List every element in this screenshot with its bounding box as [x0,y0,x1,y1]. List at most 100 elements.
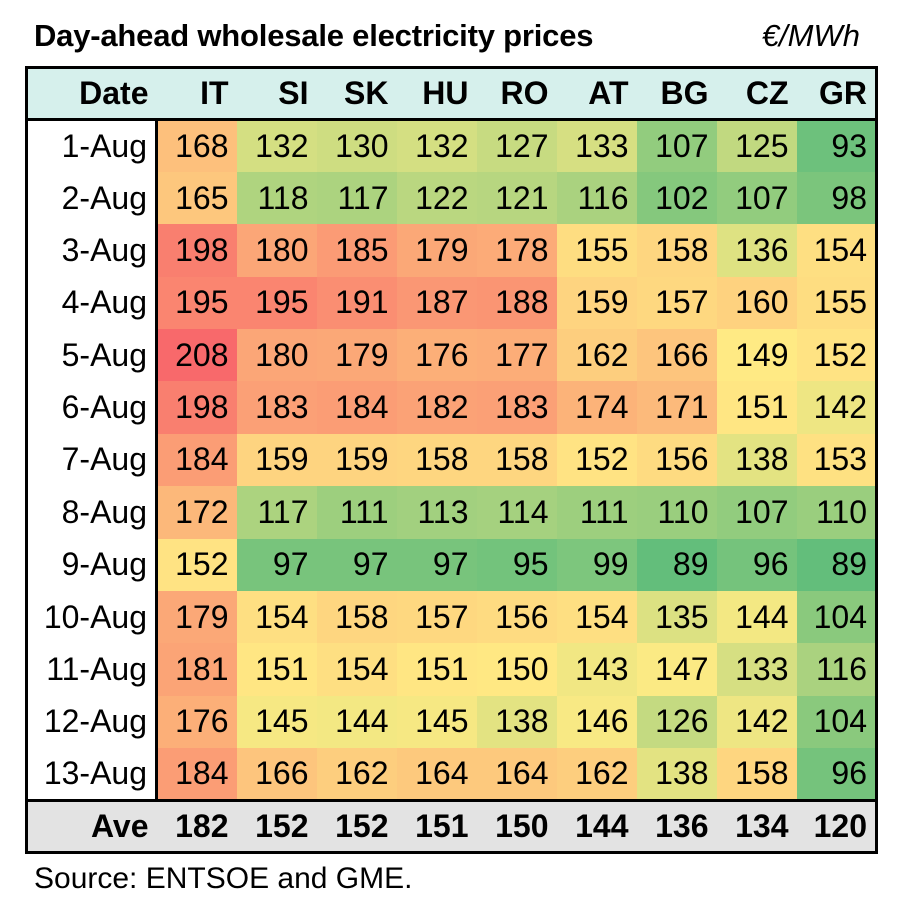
heat-cell: 179 [316,329,397,382]
header-country-bg: BG [636,67,717,121]
row-date: 8-Aug [26,486,158,539]
heat-cell: 110 [636,486,717,539]
heat-cell: 135 [636,590,717,644]
heat-cell: 138 [636,748,717,801]
table-row: 5-Aug 208 180 179 176 177 162 166 149 152 [26,329,877,382]
heat-cell: 102 [636,171,717,225]
price-heatmap-table: Date IT SI SK HU RO AT BG CZ GR 1-Aug 168 132 130 132… [25,66,878,854]
heat-cell: 145 [236,695,317,748]
heat-cell: 98 [796,171,877,225]
heat-cell: 116 [796,643,877,696]
heat-cell: 151 [716,381,797,434]
heat-cell: 166 [236,748,317,801]
heat-cell: 184 [156,433,237,487]
heat-cell: 114 [476,486,557,539]
heat-cell: 150 [476,643,557,696]
table-row: 2-Aug 165 118 117 122 121 116 102 107 98 [26,171,877,225]
header-country-si: SI [236,67,317,121]
chart-title: Day-ahead wholesale electricity prices [34,18,594,53]
heat-cell: 168 [156,119,237,172]
heat-cell: 158 [636,224,717,277]
heat-cell: 158 [316,590,397,644]
heat-cell: 154 [236,590,317,644]
heat-cell: 143 [556,643,637,696]
heat-cell: 146 [556,695,637,748]
heat-cell: 138 [476,695,557,748]
heat-cell: 127 [476,119,557,172]
heat-cell: 145 [396,695,477,748]
heat-cell: 198 [156,224,237,277]
table-row: 4-Aug 195 195 191 187 188 159 157 160 155 [26,276,877,329]
heat-cell: 122 [396,171,477,225]
heat-cell: 104 [796,590,877,644]
average-cell: 144 [556,799,637,853]
heat-cell: 178 [476,224,557,277]
row-date: 2-Aug [26,171,158,225]
table-row: 13-Aug 184 166 162 164 164 162 138 158 96 [26,748,877,801]
average-cell: 150 [476,799,557,853]
heat-cell: 155 [556,224,637,277]
heat-cell: 95 [476,538,557,591]
average-cell: 152 [316,799,397,853]
table-row: 7-Aug 184 159 159 158 158 152 156 138 153 [26,433,877,487]
heat-cell: 152 [796,329,877,382]
heat-cell: 183 [236,381,317,434]
average-cell: 152 [236,799,317,853]
heat-cell: 195 [156,276,237,329]
row-date: 10-Aug [26,590,158,644]
heat-cell: 130 [316,119,397,172]
heat-cell: 179 [156,590,237,644]
heat-cell: 164 [476,748,557,801]
header-country-at: AT [556,67,637,121]
average-cell: 151 [396,799,477,853]
heat-cell: 142 [796,381,877,434]
heat-cell: 154 [556,590,637,644]
heat-cell: 138 [716,433,797,487]
heat-cell: 188 [476,276,557,329]
average-cell: 136 [636,799,717,853]
heat-cell: 133 [556,119,637,172]
header-country-sk: SK [316,67,397,121]
heat-cell: 144 [716,590,797,644]
heat-cell: 191 [316,276,397,329]
heat-cell: 126 [636,695,717,748]
heat-cell: 176 [156,695,237,748]
heat-cell: 153 [796,433,877,487]
heat-cell: 113 [396,486,477,539]
heat-cell: 96 [796,748,877,801]
heat-cell: 160 [716,276,797,329]
header-row: Date IT SI SK HU RO AT BG CZ GR [26,67,877,121]
row-date: 7-Aug [26,433,158,487]
heat-cell: 111 [316,486,397,539]
heat-cell: 147 [636,643,717,696]
heat-cell: 132 [236,119,317,172]
heat-cell: 107 [716,486,797,539]
heat-cell: 149 [716,329,797,382]
table-row: 10-Aug 179 154 158 157 156 154 135 144 104 [26,590,877,644]
average-row: Ave 182 152 152 151 150 144 136 134 120 [26,799,877,853]
heat-cell: 195 [236,276,317,329]
unit-label: €/MWh [761,18,860,53]
heat-cell: 181 [156,643,237,696]
average-cell: 120 [796,799,877,853]
heat-cell: 99 [556,538,637,591]
heat-cell: 166 [636,329,717,382]
heat-cell: 158 [716,748,797,801]
table-row: 6-Aug 198 183 184 182 183 174 171 151 142 [26,381,877,434]
heat-cell: 144 [316,695,397,748]
heat-cell: 89 [796,538,877,591]
heat-cell: 151 [236,643,317,696]
heat-cell: 159 [556,276,637,329]
heat-cell: 97 [236,538,317,591]
heat-cell: 165 [156,171,237,225]
heat-cell: 183 [476,381,557,434]
heat-cell: 159 [236,433,317,487]
heat-cell: 154 [316,643,397,696]
heat-cell: 152 [556,433,637,487]
header-country-hu: HU [396,67,477,121]
heat-cell: 97 [396,538,477,591]
heat-cell: 110 [796,486,877,539]
heat-cell: 157 [396,590,477,644]
table-row: 1-Aug 168 132 130 132 127 133 107 125 93 [26,119,877,172]
heat-cell: 164 [396,748,477,801]
